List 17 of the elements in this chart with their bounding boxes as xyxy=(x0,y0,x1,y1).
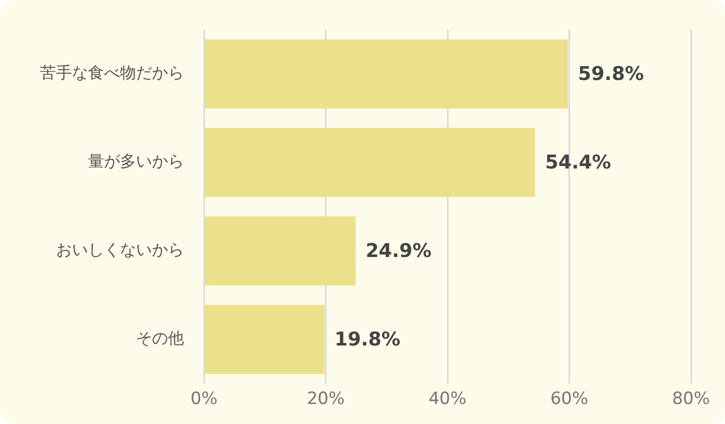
bar xyxy=(204,128,536,197)
x-tick-label: 20% xyxy=(306,389,345,410)
data-label: 19.8% xyxy=(334,328,400,350)
data-label: 54.4% xyxy=(545,151,612,174)
bar xyxy=(204,216,356,286)
x-tick-label: 40% xyxy=(428,389,466,410)
x-tick-label: 80% xyxy=(672,389,710,410)
y-tick-label: 苦手な食べ物だから xyxy=(40,63,184,82)
y-tick-label: おいしくないから xyxy=(56,240,184,260)
y-tick-label: その他 xyxy=(136,328,184,348)
bar xyxy=(204,39,568,108)
x-tick-label: 60% xyxy=(550,389,588,410)
x-tick-label: 0% xyxy=(190,389,218,410)
data-label: 24.9% xyxy=(366,240,432,262)
data-label: 59.8% xyxy=(578,62,644,85)
y-tick-label: 量が多いから xyxy=(88,152,184,171)
bar xyxy=(204,304,325,374)
